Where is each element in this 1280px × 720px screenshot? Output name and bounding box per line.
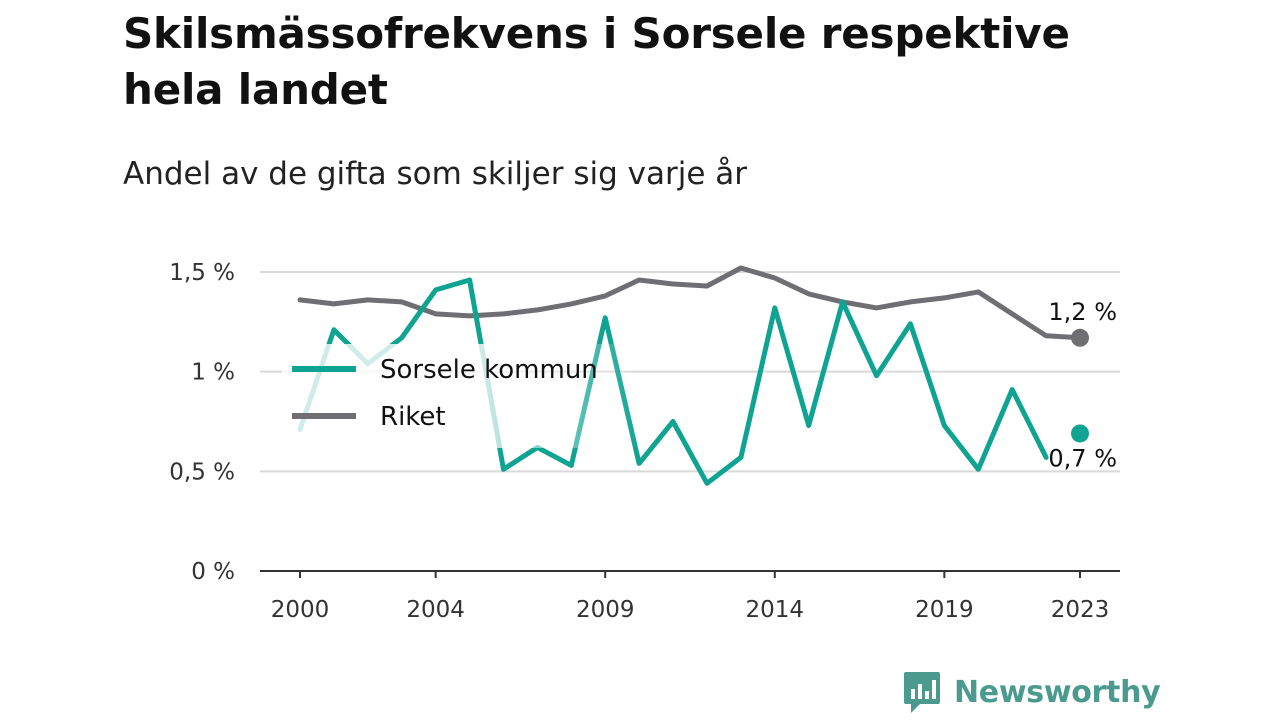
end-value-label-sorsele-kommun: 0,7 % <box>1048 444 1117 472</box>
series-lines <box>297 265 1083 486</box>
legend-label-riket: Riket <box>380 402 446 432</box>
x-tick-label: 2019 <box>915 597 974 623</box>
x-tick-label: 2004 <box>406 597 465 623</box>
legend-backdrop <box>282 344 642 448</box>
x-tick-label: 2014 <box>746 597 805 623</box>
y-tick-label: 0,5 % <box>169 459 235 485</box>
end-marker-riket <box>1071 328 1089 347</box>
legend-label-sorsele-kommun: Sorsele kommun <box>380 355 598 385</box>
end-marker-sorsele-kommun <box>1071 424 1089 443</box>
newsworthy-logo-icon <box>904 672 940 713</box>
y-tick-label: 1 % <box>191 360 235 386</box>
grid-lines: 0 % 0,5 % 1 % 1,5 % <box>169 260 1120 585</box>
chart-subtitle: Andel av de gifta som skiljer sig varje … <box>123 156 747 192</box>
x-tick-label: 2000 <box>271 597 330 623</box>
x-axis: 2000 2004 2009 2014 2019 2023 <box>260 570 1120 623</box>
end-markers: 1,2 % 0,7 % <box>1048 298 1117 473</box>
legend: Sorsele kommun Riket <box>292 355 598 432</box>
y-tick-label: 0 % <box>191 559 235 585</box>
series-line-riket <box>297 265 1083 341</box>
brand-name: Newsworthy <box>954 674 1161 710</box>
end-value-label-riket: 1,2 % <box>1048 298 1117 326</box>
x-tick-label: 2009 <box>576 597 635 623</box>
series-line-sorsele-kommun <box>297 277 1049 486</box>
brand-logo: Newsworthy <box>902 670 1161 714</box>
y-tick-label: 1,5 % <box>169 260 235 286</box>
chart-title: Skilsmässofrekvens i Sorsele respektive … <box>123 9 1070 114</box>
x-tick-label: 2023 <box>1051 597 1110 623</box>
